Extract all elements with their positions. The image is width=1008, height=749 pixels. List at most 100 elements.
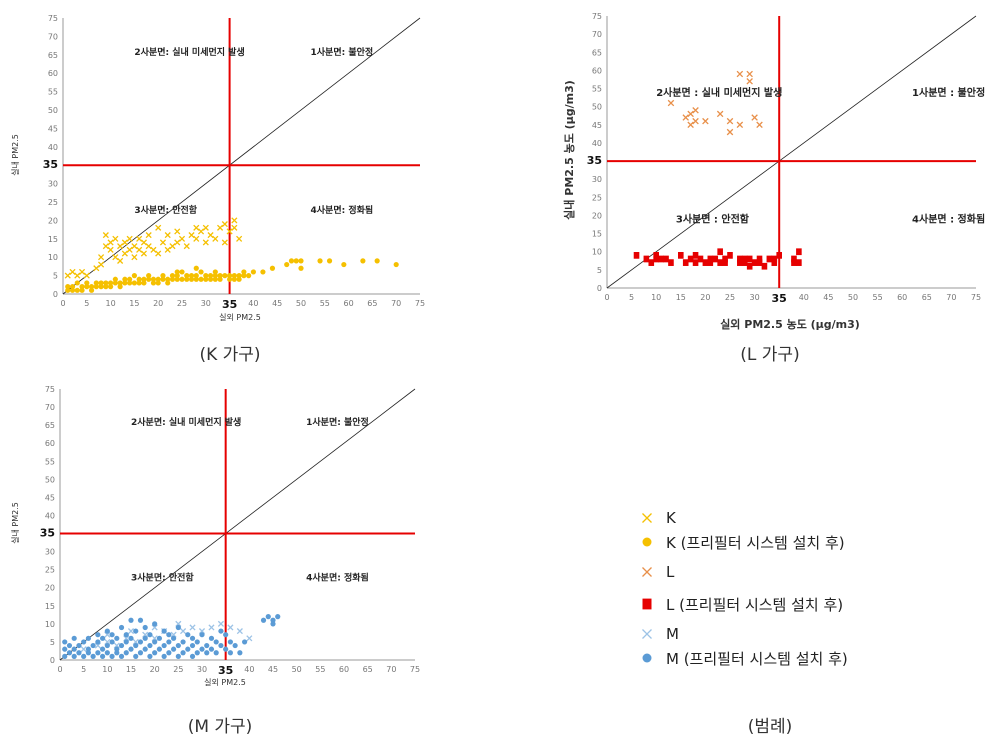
data-point (175, 653, 181, 659)
data-point (118, 653, 125, 659)
data-point (169, 243, 176, 250)
data-point (223, 646, 229, 652)
data-point (227, 650, 233, 656)
data-point (88, 284, 95, 290)
data-point (127, 280, 133, 286)
x-tick-label: 10 (106, 299, 116, 308)
data-point (140, 239, 147, 246)
data-point (165, 276, 171, 282)
legend-marker-shape (642, 598, 652, 610)
data-point (166, 632, 172, 638)
y-tick-label: 20 (48, 216, 58, 225)
data-point (117, 243, 124, 250)
data-point (103, 284, 109, 290)
data-point (213, 650, 219, 656)
data-point (193, 235, 200, 242)
data-point (293, 258, 299, 264)
data-point (65, 284, 71, 290)
y-tick-label: 25 (48, 198, 58, 207)
data-point (298, 265, 304, 271)
y-tick-label: 70 (592, 30, 602, 39)
legend-item: L (636, 559, 674, 585)
data-point (727, 252, 733, 259)
x-tick-label: 15 (129, 299, 139, 308)
data-point (269, 265, 276, 271)
data-point (98, 261, 105, 268)
chart-panel-K: 0 5 10 15 20 25 30 35 40 45 50 55 60 65 70 75 0 5 10 15 20 25… (0, 0, 440, 330)
data-point (133, 653, 139, 659)
x-tick-label: 55 (873, 293, 883, 302)
y-tick-label: 5 (50, 638, 55, 647)
data-point (692, 107, 699, 114)
data-point (194, 650, 200, 656)
data-point (221, 221, 228, 228)
scatter-chart-L: 0 5 10 15 20 25 30 35 40 45 50 55 60 65 70 75 0 5 10 15 20 25… (562, 12, 985, 331)
y-tick-label: 5 (53, 272, 58, 281)
data-point (85, 650, 91, 656)
data-point (131, 243, 138, 250)
quadrant-label-q2: 2사분면: 실내 미세먼지 발생 (131, 416, 241, 428)
data-point (164, 232, 171, 239)
legend-marker-shape (642, 537, 652, 547)
y-tick-label: 15 (48, 235, 58, 244)
y-tick-label: 60 (45, 439, 55, 448)
x-tick-label: 0 (57, 665, 62, 674)
quadrant-label-q1: 1사분면: 불안정 (311, 46, 374, 58)
data-point (131, 254, 138, 261)
legend-marker-icon (642, 653, 652, 663)
data-point (175, 642, 181, 649)
data-point (717, 248, 723, 256)
data-point (103, 280, 109, 286)
legend-marker-icon (642, 629, 652, 639)
data-point (796, 248, 802, 256)
data-point (150, 280, 157, 286)
data-point (722, 255, 728, 263)
x-tick-label: 0 (604, 293, 609, 302)
data-point (231, 276, 237, 282)
series-M-1 (62, 614, 281, 659)
data-point (174, 273, 180, 279)
data-point (687, 110, 694, 118)
data-point (204, 650, 210, 656)
data-point (80, 646, 87, 653)
data-point (165, 280, 171, 286)
data-point (771, 259, 778, 266)
data-point (178, 235, 186, 242)
data-point (128, 617, 134, 623)
data-point (199, 646, 205, 652)
data-point (90, 642, 96, 649)
data-point (193, 276, 199, 282)
y-tick-label: 75 (592, 12, 602, 21)
data-point (133, 628, 139, 634)
data-point (189, 624, 196, 631)
data-point (155, 280, 161, 286)
data-point (193, 273, 199, 279)
x-tick-label: 65 (363, 665, 373, 674)
data-point (341, 261, 347, 268)
y-tick-label: 70 (48, 32, 58, 41)
data-point (193, 265, 199, 271)
data-point (114, 646, 120, 652)
data-point (117, 257, 124, 264)
legend-label: L (프리필터 시스템 설치 후) (666, 595, 844, 614)
data-point (150, 276, 157, 282)
data-point (145, 232, 152, 239)
x-tick-label: 60 (344, 299, 354, 308)
data-point (746, 255, 753, 263)
data-point (217, 273, 223, 279)
legend-marker-icon (642, 567, 652, 577)
data-point (174, 269, 180, 275)
y-tick-label: 60 (48, 69, 58, 78)
data-point (246, 635, 253, 642)
data-point (122, 280, 128, 286)
y-tick-label: 0 (53, 290, 58, 299)
quadrant-label-q2: 2사분면 : 실내 미세먼지 발생 (656, 86, 782, 99)
data-point (142, 624, 148, 631)
data-point (184, 276, 190, 282)
data-point (69, 268, 76, 275)
y-tick-label: 35 (43, 158, 58, 171)
data-point (136, 235, 143, 242)
data-point (270, 621, 276, 627)
data-point (123, 632, 129, 638)
legend-label: L (666, 563, 675, 581)
